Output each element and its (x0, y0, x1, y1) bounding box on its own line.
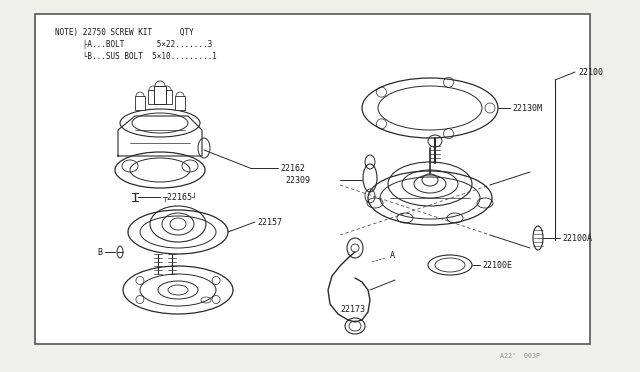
Text: ┬22165┘: ┬22165┘ (162, 192, 197, 202)
Text: 22173: 22173 (340, 305, 365, 314)
Circle shape (136, 92, 144, 100)
Text: B: B (97, 247, 102, 257)
Text: ├A...BOLT       5×22.......3: ├A...BOLT 5×22.......3 (55, 39, 212, 49)
Text: 22100: 22100 (578, 67, 603, 77)
Text: 22100A: 22100A (562, 234, 592, 243)
FancyBboxPatch shape (162, 90, 172, 104)
FancyBboxPatch shape (175, 96, 185, 110)
Circle shape (149, 86, 157, 94)
Text: 22162: 22162 (280, 164, 305, 173)
Text: A22'  003P: A22' 003P (500, 353, 540, 359)
Text: 22130M: 22130M (512, 103, 542, 112)
Text: 22309: 22309 (285, 176, 310, 185)
FancyBboxPatch shape (135, 96, 145, 110)
Text: A: A (390, 250, 395, 260)
Text: 22157: 22157 (257, 218, 282, 227)
Text: NOTE) 22750 SCREW KIT      QTY: NOTE) 22750 SCREW KIT QTY (55, 28, 194, 36)
Circle shape (176, 92, 184, 100)
Circle shape (155, 81, 165, 91)
FancyBboxPatch shape (148, 90, 158, 104)
Circle shape (163, 86, 171, 94)
FancyBboxPatch shape (35, 14, 590, 344)
FancyBboxPatch shape (154, 86, 166, 104)
Text: └B...SUS BOLT  5×10.........1: └B...SUS BOLT 5×10.........1 (55, 51, 217, 61)
Text: 22100E: 22100E (482, 260, 512, 269)
